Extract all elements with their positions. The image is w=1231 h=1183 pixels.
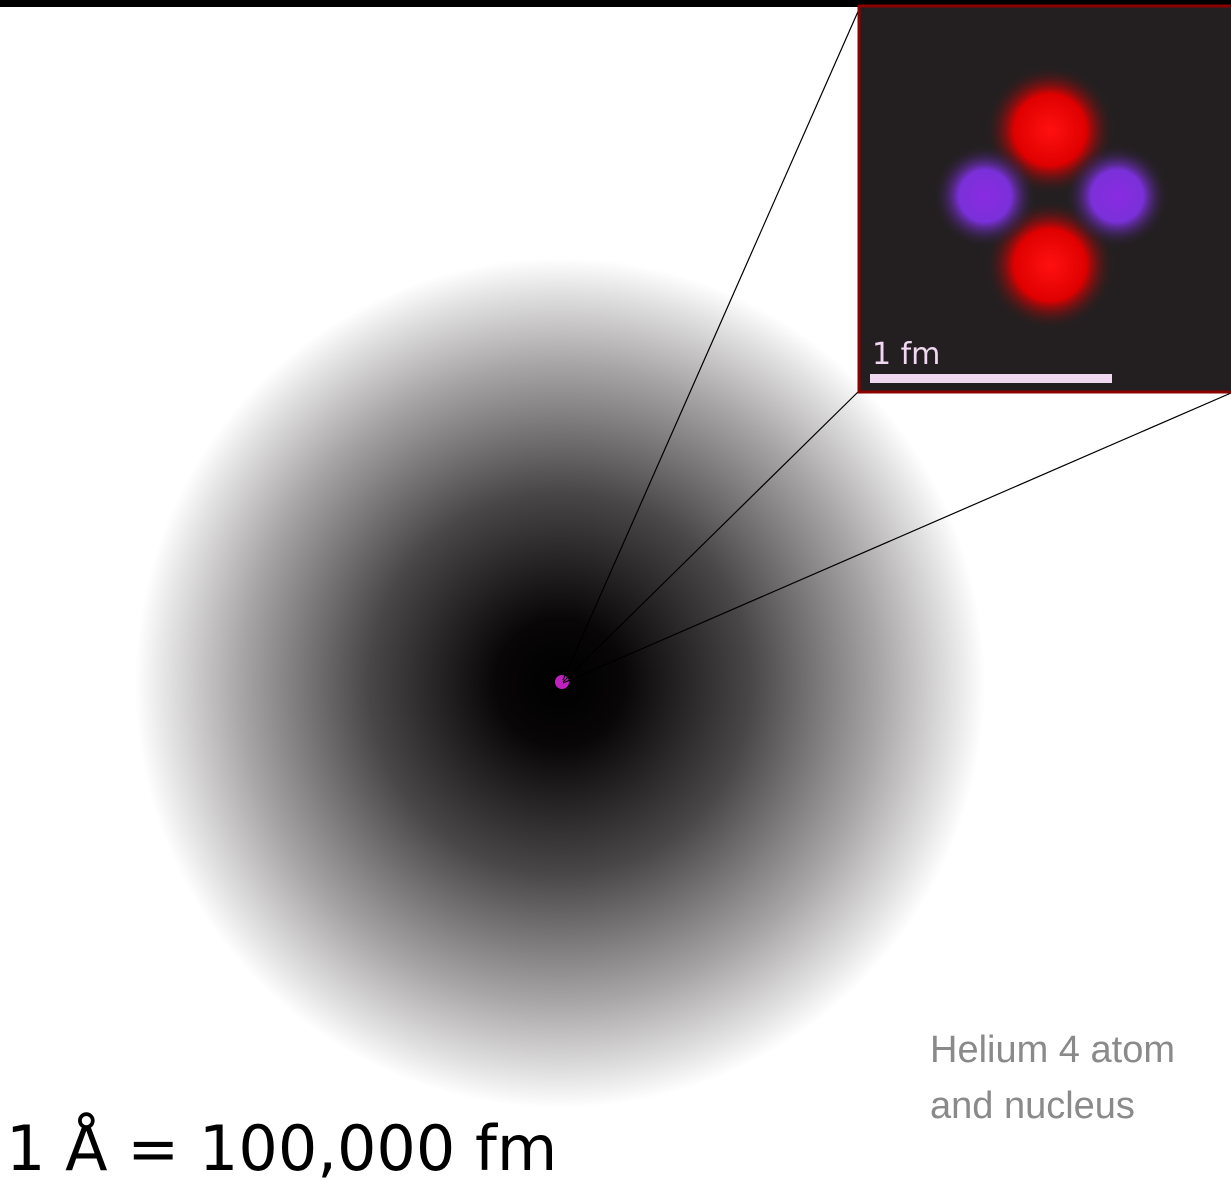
inset: 1 fm [859,6,1231,392]
neutron [1065,144,1169,248]
caption-line: and nucleus [930,1085,1135,1127]
diagram: 1 fm Helium 4 atom and nucleus 1 Å = 100… [0,0,1231,1183]
scale-bar [870,374,1112,383]
page: {"inset": {"scale_label": "1 fm"}, "capt… [0,0,1231,1183]
scale-text: 1 Å = 100,000 fm [6,1112,557,1183]
caption-line: Helium 4 atom [930,1029,1175,1071]
inset-frame [859,6,1231,392]
nucleus [555,675,569,689]
scale-label: 1 fm [872,337,940,372]
neutron [933,144,1037,248]
